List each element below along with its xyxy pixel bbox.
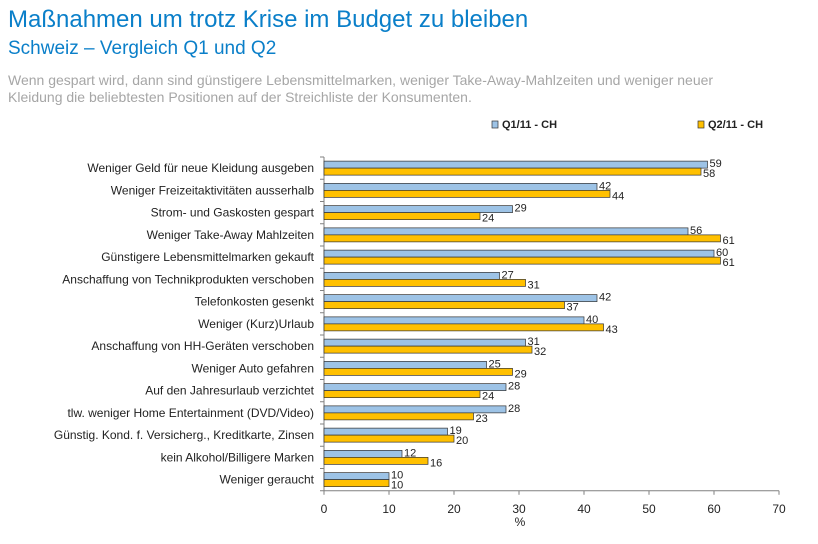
- category-label: tlw. weniger Home Entertainment (DVD/Vid…: [67, 406, 314, 420]
- data-label: 40: [586, 314, 598, 326]
- category-label: Strom- und Gaskosten gespart: [151, 206, 315, 220]
- bar-q2: [323, 190, 611, 198]
- data-label: 29: [515, 203, 527, 215]
- bar-q2: [323, 256, 721, 265]
- data-label: 23: [476, 413, 488, 425]
- category-label: Weniger Freizeitaktivitäten ausserhalb: [111, 183, 315, 197]
- data-label: 44: [612, 190, 624, 202]
- category-label: Weniger Take-Away Mahlzeiten: [147, 228, 314, 242]
- data-label: 32: [534, 346, 546, 358]
- category-label: Günstigere Lebensmittelmarken gekauft: [101, 250, 314, 264]
- data-label: 24: [482, 213, 494, 225]
- data-label: 10: [391, 470, 403, 482]
- bar-q2: [323, 212, 481, 220]
- bar-q1: [323, 427, 448, 436]
- bar-q2: [323, 434, 455, 443]
- category-label: Anschaffung von HH-Geräten verschoben: [91, 339, 314, 353]
- bar-q2: [323, 479, 390, 487]
- data-label: 24: [482, 391, 494, 403]
- bar-q1: [323, 450, 403, 458]
- data-label: 37: [567, 302, 579, 314]
- legend-swatch: [697, 120, 705, 129]
- bar-q1: [323, 160, 708, 169]
- x-tick-label: 60: [707, 502, 721, 516]
- bar-q1: [323, 472, 390, 480]
- data-label: 12: [404, 447, 416, 459]
- bar-q2: [323, 390, 481, 398]
- bar-q2: [323, 412, 474, 421]
- bar-q1: [323, 272, 500, 280]
- category-label: Weniger (Kurz)Urlaub: [198, 317, 314, 331]
- data-label: 43: [606, 324, 618, 336]
- data-label: 19: [450, 425, 462, 437]
- x-tick-label: 50: [642, 502, 656, 516]
- data-label: 25: [489, 358, 501, 370]
- category-label: Anschaffung von Technikprodukten verscho…: [62, 272, 314, 286]
- data-label: 28: [508, 403, 520, 415]
- data-label: 16: [430, 457, 442, 469]
- data-label: 27: [502, 269, 514, 281]
- bar-q2: [323, 167, 702, 176]
- data-label: 28: [508, 381, 520, 393]
- bar-q2: [323, 301, 565, 309]
- data-label: 61: [723, 257, 735, 269]
- chart-description: Wenn gespart wird, dann sind günstigere …: [8, 72, 714, 105]
- category-label: kein Alkohol/Billigere Marken: [161, 450, 314, 464]
- x-tick-label: 10: [382, 502, 396, 516]
- category-label: Auf den Jahresurlaub verzichtet: [145, 384, 314, 398]
- bar-q1: [323, 294, 598, 302]
- bar-q1: [323, 227, 689, 236]
- data-label: 59: [710, 158, 722, 170]
- bar-q2: [323, 234, 721, 243]
- bar-q1: [323, 205, 513, 213]
- category-label: Weniger Auto gefahren: [191, 361, 314, 375]
- data-label: 42: [599, 292, 611, 304]
- data-label: 29: [515, 368, 527, 380]
- data-label: 10: [391, 480, 403, 492]
- data-label: 61: [723, 235, 735, 247]
- bar-q1: [323, 383, 507, 391]
- bar-q2: [323, 345, 533, 354]
- bar-q1: [323, 361, 487, 369]
- chart-subtitle: Schweiz – Vergleich Q1 und Q2: [8, 38, 277, 59]
- legend-swatch: [491, 120, 499, 129]
- data-label: 58: [703, 168, 715, 180]
- category-label: Telefonkosten gesenkt: [195, 295, 315, 309]
- category-label: Weniger Geld für neue Kleidung ausgeben: [87, 161, 314, 175]
- category-label: Weniger geraucht: [220, 473, 315, 487]
- bar-q1: [323, 183, 598, 191]
- data-label: 56: [690, 225, 702, 237]
- x-tick-label: 20: [447, 502, 461, 516]
- x-tick-label: 70: [772, 502, 786, 516]
- data-label: 60: [716, 247, 728, 259]
- legend-label: Q1/11 - CH: [502, 119, 557, 131]
- x-axis-label: %: [515, 515, 526, 529]
- data-label: 31: [528, 336, 540, 348]
- data-label: 42: [599, 180, 611, 192]
- data-label: 20: [456, 435, 468, 447]
- legend-label: Q2/11 - CH: [708, 119, 763, 131]
- x-tick-label: 30: [512, 502, 526, 516]
- bar-q2: [323, 457, 429, 465]
- bar-q1: [323, 249, 715, 258]
- chart-title: Maßnahmen um trotz Krise im Budget zu bl…: [8, 6, 529, 33]
- bar-q1: [323, 338, 526, 347]
- category-label: Günstig. Kond. f. Versicherg., Kreditkar…: [54, 428, 314, 442]
- x-tick-label: 40: [577, 502, 591, 516]
- bar-q2: [323, 323, 604, 332]
- bar-q2: [323, 279, 526, 287]
- bar-q1: [323, 316, 585, 325]
- bar-q1: [323, 405, 507, 414]
- data-label: 31: [528, 279, 540, 291]
- bar-q2: [323, 368, 513, 376]
- x-tick-label: 0: [321, 502, 328, 516]
